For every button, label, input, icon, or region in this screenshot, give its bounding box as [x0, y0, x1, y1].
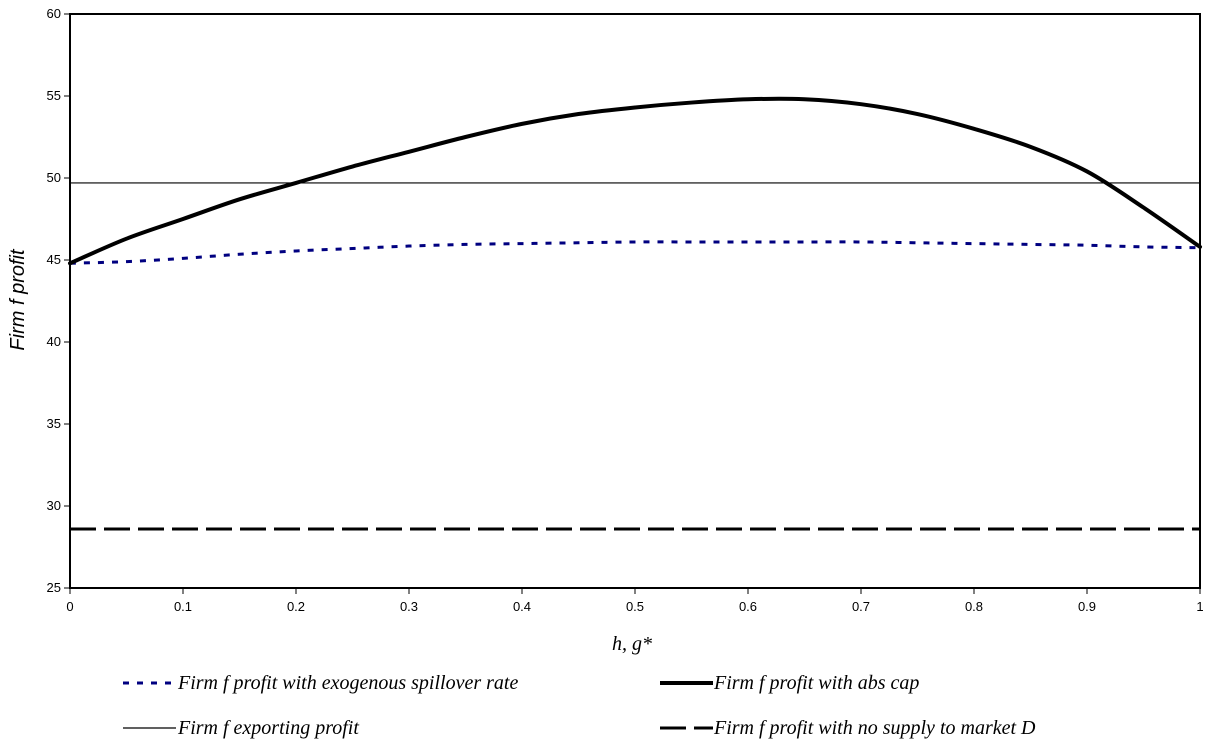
y-tick-label: 55 [47, 88, 61, 103]
x-tick-label: 0.3 [400, 599, 418, 614]
x-tick-label: 0.6 [739, 599, 757, 614]
x-tick-label: 0.8 [965, 599, 983, 614]
legend-label-1: Firm f profit with exogenous spillover r… [177, 672, 518, 694]
y-tick-label: 45 [47, 252, 61, 267]
y-tick-label: 40 [47, 334, 61, 349]
y-tick-label: 60 [47, 6, 61, 21]
x-tick-label: 0.2 [287, 599, 305, 614]
x-tick-label: 0.9 [1078, 599, 1096, 614]
x-tick-label: 0.1 [174, 599, 192, 614]
series-line-1 [69, 240, 1201, 265]
series-lines [68, 96, 1202, 531]
x-tick-label: 0.4 [513, 599, 531, 614]
legend-label-2: Firm f profit with abs cap [713, 672, 919, 694]
y-tick-label: 30 [47, 498, 61, 513]
series-line-2 [68, 96, 1202, 266]
y-tick-label: 25 [47, 580, 61, 595]
x-tick-label: 0 [66, 599, 73, 614]
legend: Firm f profit with exogenous spillover r… [123, 672, 1036, 739]
axes: 25 30 35 40 45 50 55 60 0 0.1 0.2 0.3 0.4 0.5 0.6 0.7 0.… [47, 6, 1204, 614]
y-tick-label: 50 [47, 170, 61, 185]
plot-frame [69, 13, 1201, 589]
legend-label-3: Firm f exporting profit [177, 717, 359, 739]
x-tick-label: 0.7 [852, 599, 870, 614]
x-tick-label: 0.5 [626, 599, 644, 614]
x-tick-label: 1 [1196, 599, 1203, 614]
x-axis-label: h, g* [612, 633, 652, 655]
legend-label-4: Firm f profit with no supply to market D [713, 717, 1036, 739]
y-axis-label: Firm f profit [7, 248, 29, 351]
y-tick-label: 35 [47, 416, 61, 431]
